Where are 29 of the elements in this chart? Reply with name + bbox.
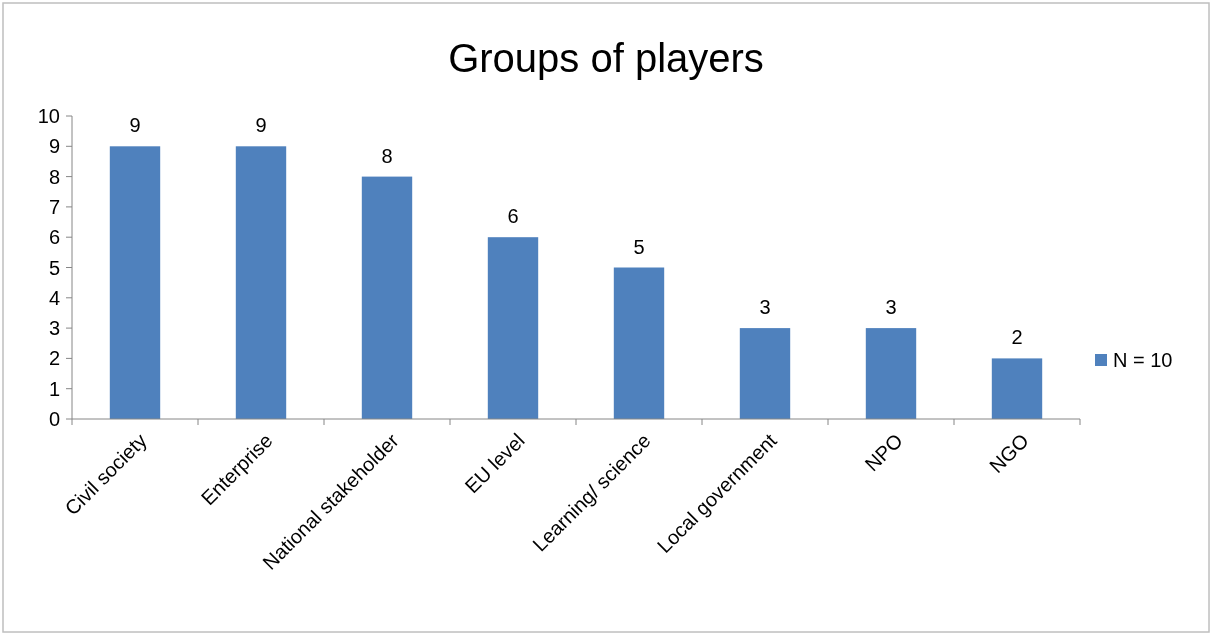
legend-label: N = 10 [1113,349,1173,371]
y-tick-label: 4 [48,286,60,309]
y-tick-label: 1 [48,377,60,400]
data-label: 8 [381,144,393,167]
bar [109,146,161,419]
data-label: 9 [255,114,267,137]
y-tick-label: 7 [48,195,60,218]
data-label: 3 [759,296,771,319]
y-tick-label: 5 [48,256,60,279]
y-tick-label: 2 [48,347,60,370]
bar [235,146,287,419]
y-tick-label: 6 [48,226,60,249]
y-tick-label: 3 [48,317,60,340]
y-tick-label: 0 [48,408,60,430]
y-tick-label: 10 [37,105,60,127]
bar [991,358,1043,419]
chart-title: Groups of players [448,36,764,80]
data-label: 5 [633,235,645,258]
bar [739,328,791,419]
data-label: 3 [885,296,897,319]
y-tick-label: 9 [48,135,60,158]
y-tick-label: 8 [48,165,60,188]
bar [865,328,917,419]
bar [487,237,539,419]
bar [361,176,413,419]
bar [613,267,665,419]
data-label: 6 [507,205,519,228]
data-label: 9 [129,114,141,137]
data-label: 2 [1011,326,1023,349]
